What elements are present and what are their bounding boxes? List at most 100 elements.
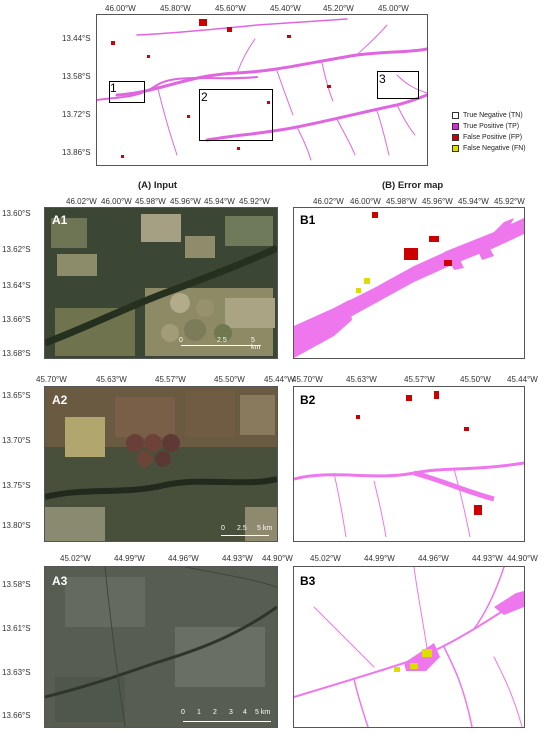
a1-satellite-image: 0 2.5 5 km bbox=[44, 207, 278, 359]
overview-y-tick: 13.86°S bbox=[62, 148, 91, 157]
scale-tick: 1 bbox=[197, 709, 201, 716]
row3-b-x-tick: 45.02°W bbox=[310, 554, 341, 563]
scale-tick: 0 bbox=[221, 525, 225, 532]
zoom-label-2: 2 bbox=[201, 90, 208, 104]
overview-x-tick: 45.00°W bbox=[378, 4, 409, 13]
b3-error-map bbox=[293, 566, 525, 728]
b3-water-mask bbox=[294, 567, 524, 727]
scale-tick: 5 km bbox=[257, 525, 273, 532]
b1-water-mask bbox=[294, 212, 524, 358]
zoom-label-1: 1 bbox=[110, 81, 117, 95]
legend: True Negative (TN) True Positive (TP) Fa… bbox=[452, 110, 544, 154]
legend-swatch-fp bbox=[452, 134, 459, 141]
row3-a-x-tick: 44.93°W bbox=[222, 554, 253, 563]
row1-a-x-tick: 45.92°W bbox=[239, 197, 270, 206]
zoom-box-1 bbox=[109, 81, 145, 103]
a2-satellite-image: 0 2.5 5 km bbox=[44, 386, 278, 542]
row1-a-x-tick: 45.94°W bbox=[204, 197, 235, 206]
overview-x-tick: 45.20°W bbox=[323, 4, 354, 13]
legend-item-tp: True Positive (TP) bbox=[452, 121, 544, 132]
scale-tick: 0 bbox=[179, 337, 183, 344]
row1-y-tick: 13.68°S bbox=[2, 349, 31, 358]
b2-water-mask bbox=[294, 391, 524, 538]
row2-y-tick: 13.65°S bbox=[2, 391, 31, 400]
row1-b-x-tick: 46.02°W bbox=[313, 197, 344, 206]
row3-y-tick: 13.66°S bbox=[2, 711, 31, 720]
scale-tick: 4 bbox=[243, 709, 247, 716]
legend-swatch-tn bbox=[452, 112, 459, 119]
scale-line bbox=[181, 345, 261, 346]
scale-tick: 2.5 bbox=[237, 525, 247, 532]
a3-satellite-image: 0 1 2 3 4 5 km bbox=[44, 566, 278, 728]
b3-tag: B3 bbox=[300, 574, 316, 588]
legend-item-tn: True Negative (TN) bbox=[452, 110, 544, 121]
error-column-header: (B) Error map bbox=[382, 180, 444, 191]
row1-a-x-tick: 45.98°W bbox=[135, 197, 166, 206]
scale-tick: 3 bbox=[229, 709, 233, 716]
row2-b-x-tick: 45.63°W bbox=[346, 375, 377, 384]
row2-a-x-tick: 45.70°W bbox=[36, 375, 67, 384]
a3-texture bbox=[45, 567, 277, 727]
row1-b-x-tick: 45.98°W bbox=[386, 197, 417, 206]
legend-swatch-fn bbox=[452, 145, 459, 152]
input-column-header: (A) Input bbox=[138, 180, 178, 191]
row3-b-x-tick: 44.93°W bbox=[472, 554, 503, 563]
row1-a-x-tick: 46.02°W bbox=[66, 197, 97, 206]
b2-tag: B2 bbox=[300, 393, 316, 407]
row2-a-x-tick: 45.50°W bbox=[214, 375, 245, 384]
zoom-box-2 bbox=[199, 89, 273, 141]
row2-y-tick: 13.75°S bbox=[2, 481, 31, 490]
scale-tick: 2.5 bbox=[217, 337, 227, 344]
row3-y-tick: 13.58°S bbox=[2, 580, 31, 589]
row1-a-x-tick: 46.00°W bbox=[101, 197, 132, 206]
overview-x-tick: 45.40°W bbox=[270, 4, 301, 13]
a1-texture bbox=[45, 208, 277, 358]
row2-a-x-tick: 45.44°W bbox=[264, 375, 295, 384]
row3-b-x-tick: 44.96°W bbox=[418, 554, 449, 563]
a1-tag: A1 bbox=[52, 213, 68, 227]
row3-b-x-tick: 44.99°W bbox=[364, 554, 395, 563]
row1-b-x-tick: 46.00°W bbox=[350, 197, 381, 206]
overview-map: 1 2 3 bbox=[96, 14, 428, 166]
row3-y-tick: 13.63°S bbox=[2, 668, 31, 677]
zoom-label-3: 3 bbox=[379, 72, 386, 86]
row3-a-x-tick: 44.99°W bbox=[114, 554, 145, 563]
row2-b-x-tick: 45.57°W bbox=[404, 375, 435, 384]
scale-tick: 5 km bbox=[251, 337, 261, 351]
b2-error-map bbox=[293, 386, 525, 542]
legend-label: False Positive (FP) bbox=[463, 134, 523, 141]
row2-y-tick: 13.70°S bbox=[2, 436, 31, 445]
row2-b-x-tick: 45.50°W bbox=[460, 375, 491, 384]
row3-a-x-tick: 44.90°W bbox=[262, 554, 293, 563]
legend-label: False Negative (FN) bbox=[463, 145, 526, 152]
b1-error-map bbox=[293, 207, 525, 359]
a3-scale-bar: 0 1 2 3 4 5 km bbox=[181, 707, 277, 725]
row1-b-x-tick: 45.94°W bbox=[458, 197, 489, 206]
a3-tag: A3 bbox=[52, 574, 68, 588]
row1-a-x-tick: 45.96°W bbox=[170, 197, 201, 206]
a1-scale-bar: 0 2.5 5 km bbox=[179, 337, 265, 353]
row3-a-x-tick: 44.96°W bbox=[168, 554, 199, 563]
legend-label: True Negative (TN) bbox=[463, 112, 523, 119]
row2-a-x-tick: 45.57°W bbox=[155, 375, 186, 384]
scale-line bbox=[221, 535, 269, 536]
row2-y-tick: 13.80°S bbox=[2, 521, 31, 530]
legend-swatch-tp bbox=[452, 123, 459, 130]
row3-a-x-tick: 45.02°W bbox=[60, 554, 91, 563]
legend-label: True Positive (TP) bbox=[463, 123, 520, 130]
overview-y-tick: 13.44°S bbox=[62, 34, 91, 43]
row1-y-tick: 13.66°S bbox=[2, 315, 31, 324]
overview-y-tick: 13.58°S bbox=[62, 72, 91, 81]
overview-x-tick: 45.60°W bbox=[215, 4, 246, 13]
zoom-box-3 bbox=[377, 71, 419, 99]
row1-y-tick: 13.60°S bbox=[2, 209, 31, 218]
a2-texture bbox=[45, 387, 277, 541]
legend-item-fp: False Positive (FP) bbox=[452, 132, 544, 143]
overview-y-tick: 13.72°S bbox=[62, 110, 91, 119]
scale-tick: 0 bbox=[181, 709, 185, 716]
a2-scale-bar: 0 2.5 5 km bbox=[221, 525, 277, 537]
legend-item-fn: False Negative (FN) bbox=[452, 143, 544, 154]
row2-b-x-tick: 45.70°W bbox=[292, 375, 323, 384]
b1-tag: B1 bbox=[300, 213, 316, 227]
scale-tick: 5 km bbox=[255, 709, 271, 716]
